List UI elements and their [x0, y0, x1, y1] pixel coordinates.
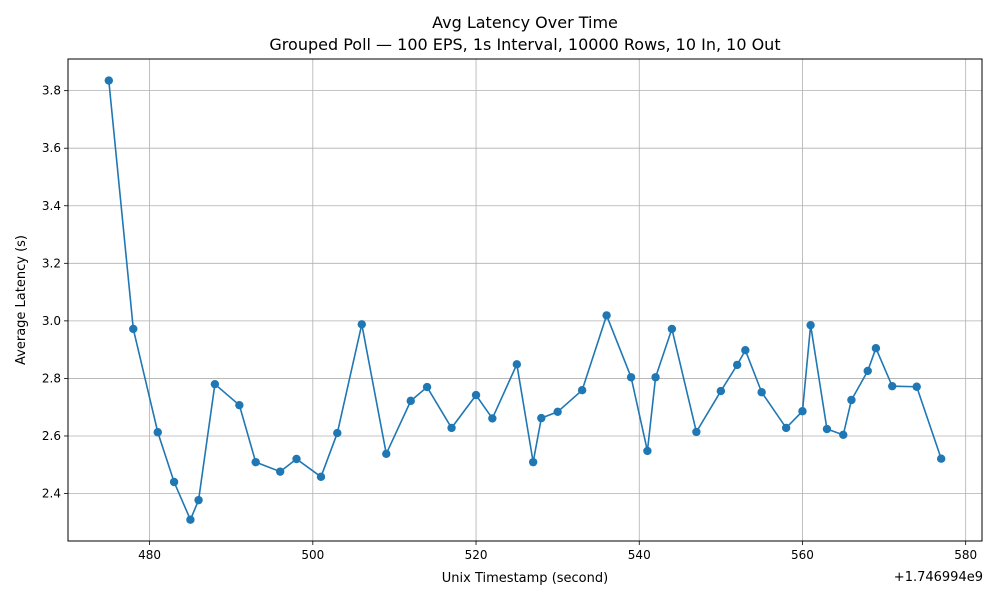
data-point: [692, 427, 701, 437]
x-tick-label: 580: [954, 548, 977, 562]
data-point: [626, 373, 636, 382]
data-point: [528, 457, 538, 467]
x-axis-offset-label: +1.746994e9: [894, 570, 983, 585]
data-point: [732, 360, 742, 370]
data-point: [847, 395, 856, 405]
y-tick-label: 3.0: [42, 314, 61, 328]
data-point: [806, 320, 815, 330]
y-tick-label: 3.8: [42, 84, 61, 98]
data-point: [912, 382, 921, 391]
data-point: [169, 477, 179, 487]
data-point: [667, 324, 677, 334]
data-point: [741, 346, 750, 355]
data-series: [104, 76, 946, 524]
x-tick-label: 500: [301, 548, 324, 562]
data-point: [210, 379, 220, 389]
data-point: [235, 400, 244, 410]
axis-ticks: 480 500 520 540 560 580 2.4 2.6 2.8 3.0 3.2 3.4 3.6 3…: [42, 84, 977, 562]
data-point: [471, 390, 481, 400]
data-point: [275, 467, 285, 476]
data-point: [422, 382, 432, 392]
data-point: [153, 428, 162, 437]
data-point: [537, 413, 546, 423]
x-axis-label: Unix Timestamp (second): [442, 571, 608, 586]
y-tick-label: 2.6: [42, 429, 61, 443]
data-point: [406, 396, 415, 406]
chart-title: Avg Latency Over Time: [432, 13, 618, 32]
data-point: [512, 360, 522, 369]
x-tick-label: 520: [465, 548, 488, 562]
data-point: [382, 449, 391, 459]
data-point: [643, 446, 652, 456]
data-point: [781, 423, 791, 433]
data-point: [292, 454, 301, 464]
data-point: [194, 495, 203, 505]
x-tick-label: 540: [628, 548, 651, 562]
data-point: [251, 457, 260, 467]
y-tick-label: 2.4: [42, 487, 61, 501]
data-point: [186, 515, 195, 524]
data-point: [863, 366, 872, 376]
data-point: [651, 373, 660, 382]
data-point: [871, 344, 881, 353]
y-tick-label: 3.6: [42, 141, 61, 155]
data-point: [357, 320, 366, 329]
data-point: [716, 386, 726, 396]
data-point: [577, 386, 587, 395]
data-point: [316, 472, 326, 482]
y-tick-label: 2.8: [42, 371, 61, 385]
y-axis-label: Average Latency (s): [14, 235, 29, 365]
data-point: [447, 423, 456, 433]
data-point: [333, 428, 342, 438]
series-line: [108, 80, 942, 522]
data-point: [129, 324, 138, 334]
data-point: [936, 454, 946, 463]
data-point: [798, 407, 807, 416]
data-point: [888, 381, 897, 391]
y-tick-label: 3.2: [42, 256, 61, 270]
data-point: [822, 424, 832, 434]
chart-subtitle: Grouped Poll — 100 EPS, 1s Interval, 100…: [269, 35, 780, 54]
data-point: [757, 388, 766, 397]
data-point: [602, 311, 611, 320]
grid-lines: [68, 59, 982, 541]
y-tick-label: 3.4: [42, 199, 61, 213]
x-tick-label: 560: [791, 548, 814, 562]
data-point: [104, 76, 114, 85]
data-point: [488, 414, 497, 423]
data-point: [839, 430, 848, 440]
x-tick-label: 480: [138, 548, 161, 562]
plot-area-frame: [67, 58, 983, 542]
data-point: [553, 407, 562, 416]
